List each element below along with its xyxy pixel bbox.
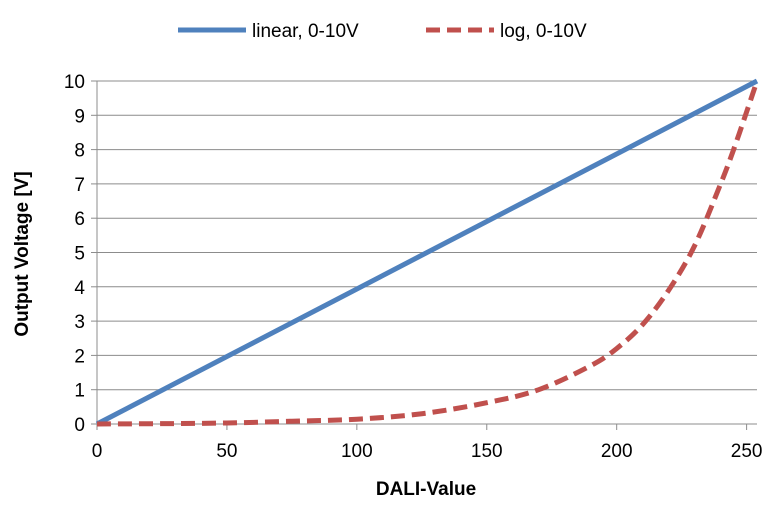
y-tick-label-5: 5 [74,244,85,265]
y-tick-label-7: 7 [74,175,85,196]
series-line-linear [95,78,759,427]
y-tick-label-4: 4 [74,278,85,299]
x-tick-label-250: 250 [731,441,763,462]
y-tick-label-3: 3 [74,312,85,333]
x-tick-label-200: 200 [601,441,633,462]
y-tick-label-2: 2 [74,346,85,367]
x-tick-label-50: 50 [216,441,237,462]
legend-label-log: log, 0-10V [500,21,587,42]
x-axis-title: DALI-Value [376,479,476,500]
x-axis-ticks: 0 50 100 150 200 250 [92,424,763,462]
y-tick-label-8: 8 [74,141,85,162]
y-tick-label-1: 1 [74,381,85,402]
legend: linear, 0-10V log, 0-10V [178,21,587,42]
y-axis-title: Output Voltage [V] [12,171,33,336]
x-tick-label-0: 0 [92,441,103,462]
y-tick-label-10: 10 [64,72,85,93]
series-lines [95,78,760,427]
x-tick-label-100: 100 [341,441,373,462]
y-tick-label-0: 0 [74,415,85,436]
legend-label-linear: linear, 0-10V [252,21,359,42]
gridlines [97,80,757,391]
y-axis-ticks: 0 1 2 3 4 5 6 7 8 9 10 [64,72,97,436]
y-tick-label-6: 6 [74,209,85,230]
series-line-log [96,80,760,427]
x-tick-label-150: 150 [471,441,503,462]
y-tick-label-9: 9 [74,106,85,127]
